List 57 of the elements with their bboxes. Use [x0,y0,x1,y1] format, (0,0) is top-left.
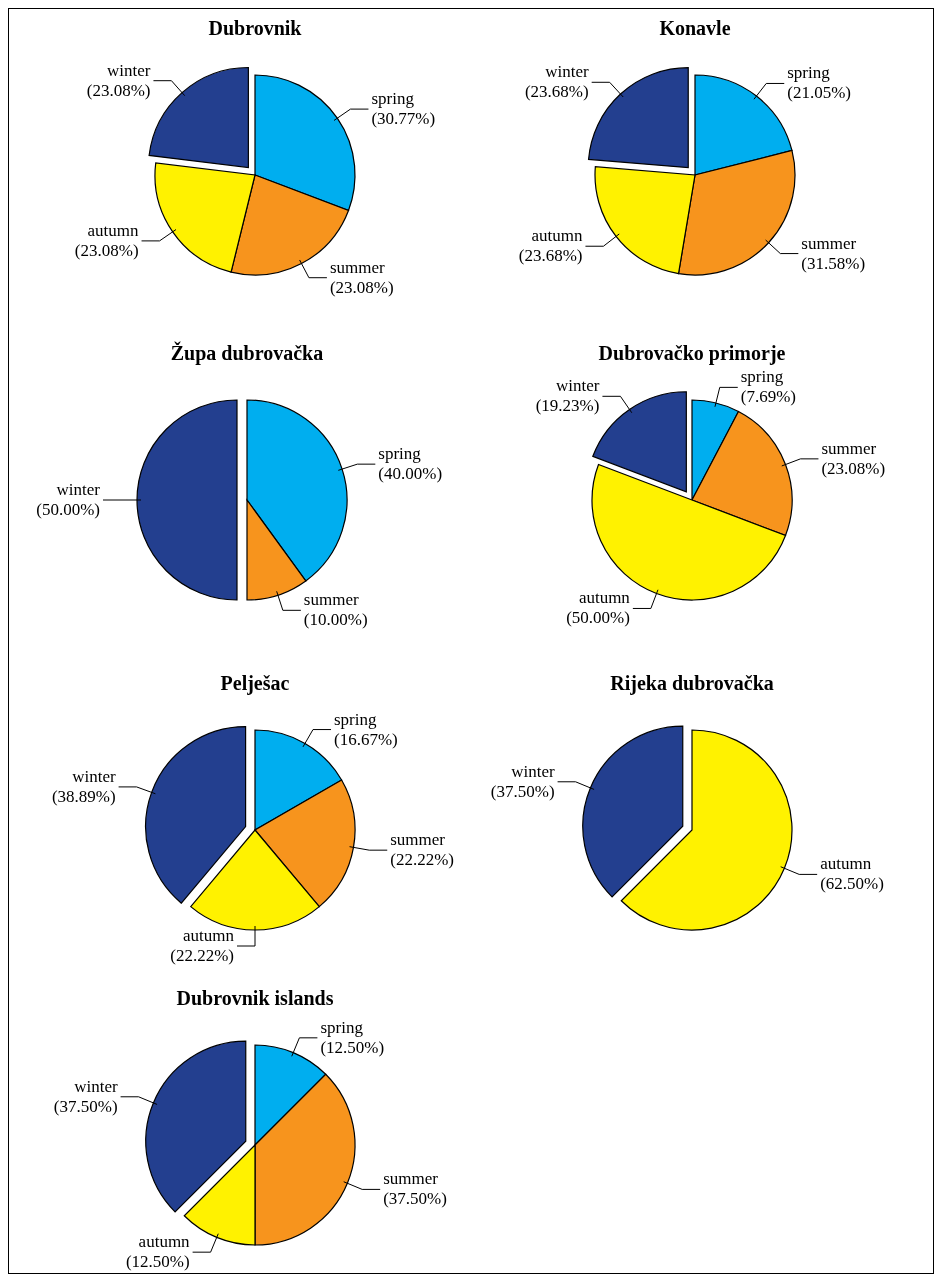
data-label: (10.00%) [303,610,368,630]
slice-label: autumn [183,926,235,945]
data-label: (30.77%) [371,109,436,129]
data-label: (23.68%) [524,82,589,102]
data-label: (38.89%) [51,786,116,806]
slice-label: winter [555,376,600,396]
chart-title: Župa dubrovačka [170,341,324,365]
data-label: (22.22%) [390,850,454,870]
data-label: (12.50%) [320,1037,385,1057]
slice-label: summer [821,438,877,458]
slice-label: spring [740,367,784,387]
slice-label: winter [74,1076,118,1096]
slice-label: winter [545,62,589,82]
data-label: (31.58%) [801,253,866,273]
chart-title: Konavle [659,17,731,39]
slice-label: winter [107,60,151,80]
data-label: (19.23%) [535,396,600,416]
chart-title: Dubrovnik [208,17,303,39]
data-label: (23.08%) [821,458,886,478]
data-label: (12.50%) [125,1252,190,1272]
slice-label: winter [56,480,101,499]
slice-label: spring [371,89,415,109]
data-label: (23.68%) [518,246,583,266]
data-label: (40.00%) [378,464,443,484]
slice-label: autumn [138,1232,191,1252]
chart-title: Dubrovnik islands [176,987,334,1009]
slice-label: summer [329,257,386,277]
slice-label: autumn [87,220,140,240]
slice-label: spring [378,444,422,464]
data-label: (23.08%) [74,240,139,260]
chart-title: Rijeka dubrovačka [610,672,774,695]
data-label: (50.00%) [36,500,100,519]
slice-label: spring [320,1017,364,1037]
slice-label: autumn [820,854,872,874]
chart-title: Dubrovačko primorje [598,342,786,365]
slice-label: summer [383,1169,439,1189]
slice-label: summer [303,590,359,610]
data-label: (37.50%) [490,781,555,801]
data-label: (7.69%) [740,387,796,407]
slice-label: spring [334,709,378,729]
data-label: (22.22%) [170,946,234,965]
data-label: (50.00%) [566,608,630,628]
data-label: (62.50%) [820,874,884,894]
data-label: (37.50%) [383,1189,447,1209]
chart-title: Pelješac [220,672,290,695]
slice-label: winter [511,761,555,781]
slice-label: summer [801,233,857,253]
data-label: (23.08%) [329,277,394,297]
slice-label: autumn [578,588,631,608]
data-label: (16.67%) [334,729,398,749]
slice-label: spring [787,63,831,83]
slice-label: winter [72,766,116,786]
data-label: (23.08%) [86,80,151,100]
slice-label: autumn [531,226,583,246]
data-label: (21.05%) [787,83,851,103]
data-label: (37.50%) [53,1096,118,1116]
slice-label: summer [390,830,446,850]
